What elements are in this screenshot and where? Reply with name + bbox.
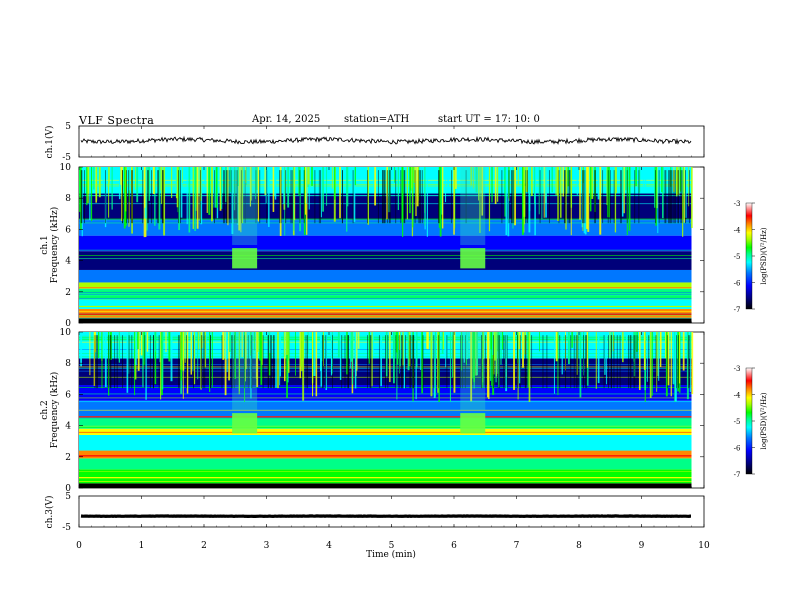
station-label: station=ATH [344,114,410,125]
ch1-ytick-top: 5 [65,122,71,132]
frequency-tick-label: 2 [65,453,71,463]
colorbar-tick-label: -4 [734,227,741,235]
ch1-spectrogram-channel-label: ch.1 [40,235,50,254]
ch3-ytick-top: 5 [65,492,71,502]
time-tick-label: 4 [326,541,332,551]
ch1-waveform-ylabel: ch.1(V) [44,126,55,159]
frequency-tick-label: 8 [65,359,71,369]
date-label: Apr. 14, 2025 [252,114,321,125]
ch1-spectrogram-ylabel: Frequency (kHz) [49,207,60,284]
time-tick-label: 10 [698,541,710,551]
frequency-tick-label: 6 [65,225,71,235]
frequency-tick-label: 8 [65,194,71,204]
time-tick-label: 3 [264,541,270,551]
frequency-tick-label: 2 [65,288,71,298]
time-tick-label: 1 [139,541,145,551]
ch1-spectrogram-image [79,167,693,323]
colorbar-tick-label: -6 [734,280,741,288]
time-tick-label: 2 [201,541,207,551]
ch1-ytick-bottom: -5 [62,153,71,163]
colorbar-tick-label: -4 [734,392,741,400]
frequency-tick-label: 10 [60,328,72,338]
colorbar-tick-label: -7 [734,306,741,314]
frequency-tick-label: 10 [60,163,72,173]
colorbar-tick-label: -5 [734,253,741,261]
start-time-label: start UT = 17: 10: 0 [438,114,540,125]
ch3-waveform-line [80,514,691,519]
colorbar-tick-label: -7 [734,471,741,479]
figure-title: VLF Spectra [79,114,155,127]
colorbar-tick-label: -5 [734,418,741,426]
frequency-tick-label: 6 [65,390,71,400]
time-tick-label: 8 [576,541,582,551]
ch1-colorbar [745,202,753,310]
time-tick-label: 0 [76,541,82,551]
colorbar-tick-label: -3 [734,365,741,373]
ch3-waveform-panel: 5 -5 ch.3(V) [44,492,705,533]
time-axis-label: Time (min) [366,549,416,560]
ch2-spectrogram-channel-label: ch.2 [40,400,50,419]
ch3-ytick-bottom: -5 [62,523,71,533]
frequency-tick-label: 4 [65,422,71,432]
ch3-waveform-frame [78,495,705,528]
ch2-spectrogram-image [79,332,694,488]
time-tick-label: 9 [639,541,645,551]
ch3-waveform-ylabel: ch.3(V) [44,496,55,529]
frequency-tick-label: 4 [65,257,71,267]
ch2-colorbar [745,367,753,475]
time-tick-label: 7 [514,541,520,551]
colorbar-tick-label: -6 [734,445,741,453]
colorbar-tick-label: -3 [734,200,741,208]
ch2-spectrogram-ylabel: Frequency (kHz) [49,372,60,449]
frequency-tick-label: 0 [65,319,71,329]
frequency-tick-label: 0 [65,484,71,494]
time-tick-label: 6 [451,541,457,551]
time-tick-label: 5 [389,541,395,551]
ch1-waveform-frame [78,125,705,158]
time-axis: 0 1 2 3 4 5 6 7 8 9 10 [76,126,710,551]
ch1-waveform-panel: 5 -5 ch.1(V) [44,122,705,163]
ch1-waveform-line [80,135,692,145]
ch1-colorbar-label: log(PSD)(V²/Hz) [760,227,768,284]
ch2-colorbar-label: log(PSD)(V²/Hz) [760,392,768,449]
